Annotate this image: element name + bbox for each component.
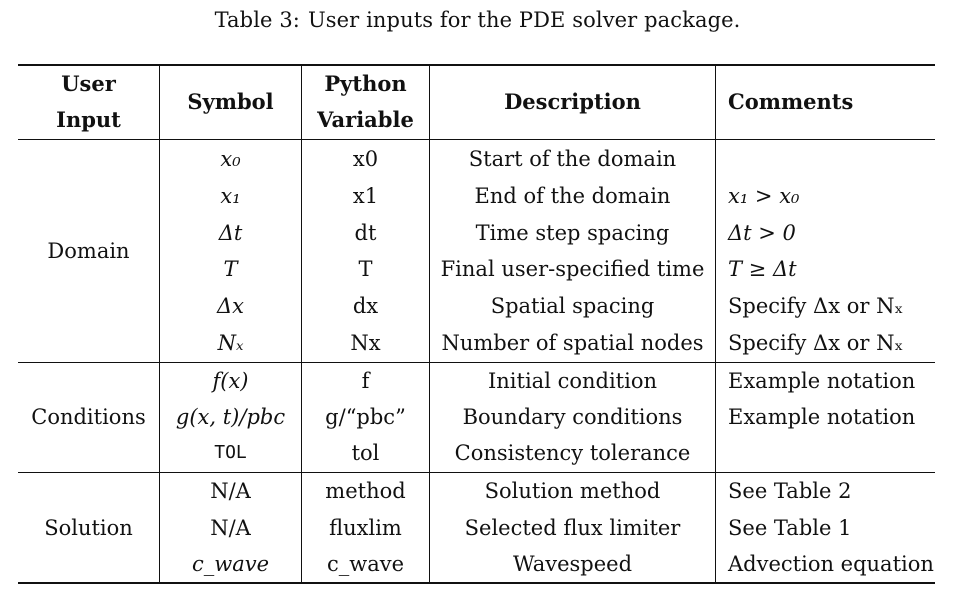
column-divider-3 <box>429 66 430 582</box>
symbol-cell: N/A <box>210 479 251 503</box>
python-variable-cell: Nx <box>350 331 381 355</box>
comment-cell <box>728 435 935 471</box>
symbol-cell: TOL <box>214 442 247 463</box>
group-label-domain: Domain <box>47 239 130 263</box>
python-variable-cell: dt <box>354 221 377 245</box>
symbol-cell: Δx <box>216 294 244 318</box>
header-comments: Comments <box>728 89 854 114</box>
python-variable-cell: f <box>361 369 370 393</box>
python-variable-cell: g/“pbc” <box>325 405 406 429</box>
symbol-cell: c_wave <box>191 552 270 576</box>
description-cell: Solution method <box>484 479 661 503</box>
top-rule <box>18 64 935 66</box>
group-label-conditions: Conditions <box>31 405 146 429</box>
table-caption: Table 3: User inputs for the PDE solver p… <box>0 8 955 32</box>
description-cell: Selected flux limiter <box>464 516 681 540</box>
description-cell: Start of the domain <box>468 147 677 171</box>
comment-cell: Specify Δx or Nₓ <box>728 331 904 355</box>
header-python-line1: Python <box>324 71 407 96</box>
group-label-solution: Solution <box>44 516 133 540</box>
description-cell: Boundary conditions <box>462 405 683 429</box>
header-python-line2: Variable <box>317 107 414 132</box>
header-user-input-line2: Input <box>56 107 121 132</box>
python-variable-cell: tol <box>351 441 380 465</box>
symbol-cell: T <box>223 257 238 281</box>
python-variable-cell: dx <box>352 294 379 318</box>
description-cell: Spatial spacing <box>490 294 655 318</box>
comment-cell: T ≥ Δt <box>728 257 797 281</box>
description-cell: Initial condition <box>487 369 657 393</box>
comment-cell: Advection equation <box>728 552 934 576</box>
header-user-input-line1: User <box>61 71 116 96</box>
symbol-cell: x₁ <box>220 184 241 208</box>
symbol-cell: x₀ <box>220 147 241 171</box>
group-divider-1 <box>18 362 935 363</box>
description-cell: Wavespeed <box>512 552 633 576</box>
header-python-variable: Python Variable <box>302 66 429 138</box>
python-variable-cell: x0 <box>352 147 379 171</box>
symbol-cell: g(x, t)/pbc <box>175 405 286 429</box>
comment-cell <box>728 141 935 177</box>
description-cell: End of the domain <box>474 184 671 208</box>
description-cell: Number of spatial nodes <box>441 331 704 355</box>
header-rule <box>18 139 935 140</box>
description-cell: Final user-specified time <box>440 257 705 281</box>
comment-cell: Example notation <box>728 369 916 393</box>
caption-label: Table 3: <box>214 8 300 32</box>
column-divider-1 <box>159 66 160 582</box>
description-cell: Time step spacing <box>475 221 670 245</box>
python-variable-cell: c_wave <box>326 552 405 576</box>
header-description: Description <box>504 89 641 114</box>
comment-cell: See Table 2 <box>728 479 852 503</box>
comment-cell: Specify Δx or Nₓ <box>728 294 904 318</box>
symbol-cell: Nₓ <box>217 331 244 355</box>
python-variable-cell: fluxlim <box>329 516 402 540</box>
header-user-input: User Input <box>18 66 159 138</box>
caption-text: User inputs for the PDE solver package. <box>307 8 741 32</box>
header-symbol: Symbol <box>187 89 274 114</box>
comment-cell: Example notation <box>728 405 916 429</box>
comment-cell: See Table 1 <box>728 516 852 540</box>
symbol-cell: Δt <box>218 221 243 245</box>
python-variable-cell: T <box>358 257 373 281</box>
description-cell: Consistency tolerance <box>454 441 691 465</box>
bottom-rule <box>18 582 935 584</box>
group-divider-2 <box>18 472 935 473</box>
python-variable-cell: x1 <box>352 184 379 208</box>
symbol-cell: f(x) <box>212 369 249 393</box>
symbol-cell: N/A <box>210 516 251 540</box>
comment-cell: Δt > 0 <box>728 221 796 245</box>
column-divider-4 <box>715 66 716 582</box>
python-variable-cell: method <box>325 479 406 503</box>
column-divider-2 <box>301 66 302 582</box>
comment-cell: x₁ > x₀ <box>728 184 800 208</box>
